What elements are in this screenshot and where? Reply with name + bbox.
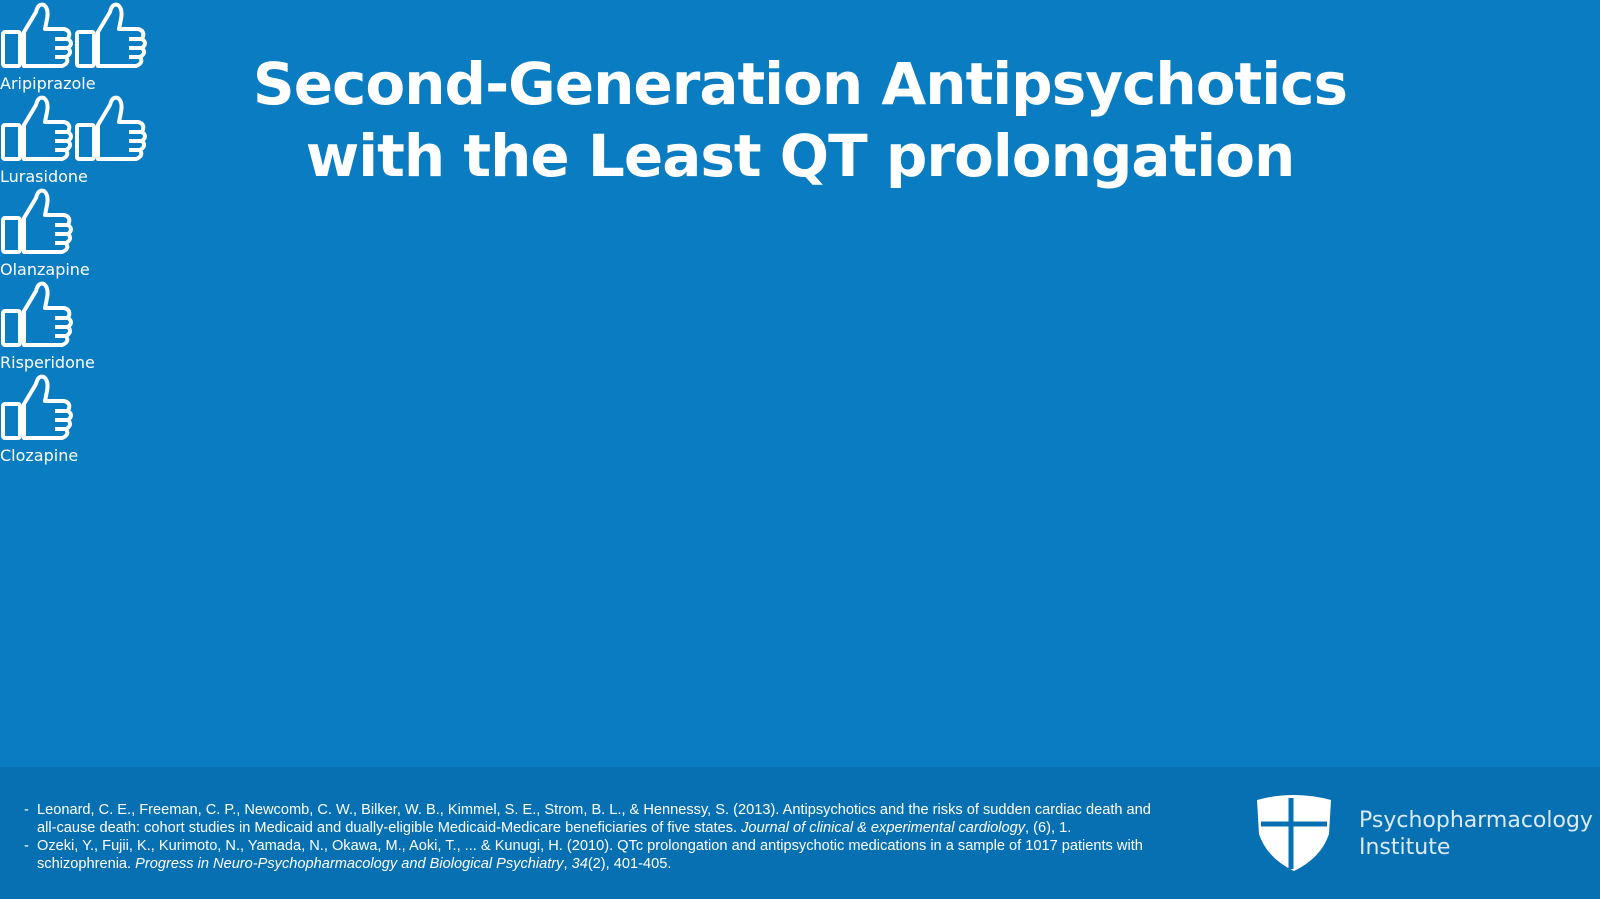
thumbs-up-shape	[3, 191, 71, 252]
reference-text: ,	[563, 856, 572, 872]
reference-text: Leonard, C. E., Freeman, C. P., Newcomb,…	[36, 802, 1151, 836]
title: Second-Generation Antipsychotics with th…	[0, 48, 1600, 192]
logo-icon	[1257, 795, 1331, 871]
drug-name: Risperidone	[0, 353, 95, 372]
drug-name: Clozapine	[0, 446, 79, 465]
thumbs-up-shape	[3, 284, 71, 345]
reference-text: , (6), 1.	[1025, 820, 1072, 836]
thumbs-up-shape	[77, 5, 145, 66]
thumbs-up-icon	[0, 372, 74, 442]
reference: - Ozeki, Y., Fujii, K., Kurimoto, N., Ya…	[24, 838, 1143, 872]
logo-text: Psychopharmacology Institute	[1359, 807, 1593, 861]
thumbs-up-icon	[74, 0, 148, 70]
reference-text: Journal of clinical & experimental cardi…	[741, 820, 1026, 836]
reference-text: Ozeki, Y., Fujii, K., Kurimoto, N., Yama…	[36, 838, 1143, 872]
drug-row: Aripiprazole	[0, 0, 148, 93]
drug-row: Risperidone	[0, 279, 148, 372]
thumbs-up-icon	[0, 93, 74, 163]
reference-text: Progress in Neuro-Psychopharmacology and…	[135, 856, 564, 872]
thumbs-up-icon	[0, 0, 74, 70]
thumbs-up-shape	[3, 98, 71, 159]
logo-line: Institute	[1359, 835, 1451, 860]
drug-name: Lurasidone	[0, 167, 88, 186]
reference: - Leonard, C. E., Freeman, C. P., Newcom…	[24, 802, 1151, 836]
reference-text: 34	[571, 856, 588, 872]
thumbs-up-icon	[0, 279, 74, 349]
title-line: Second-Generation Antipsychotics	[252, 50, 1348, 118]
reference-text: (2), 401-405.	[587, 856, 672, 872]
drug-row: Lurasidone	[0, 93, 148, 186]
drug-list: Aripiprazole Lurasidone Olanzapine Risperid…	[0, 0, 148, 465]
logo-line: Psychopharmacology	[1359, 808, 1593, 833]
drug-row: Olanzapine	[0, 186, 148, 279]
thumbs-up-icon	[74, 93, 148, 163]
drug-name: Aripiprazole	[0, 74, 96, 93]
thumbs-up-shape	[77, 98, 145, 159]
footer: - Leonard, C. E., Freeman, C. P., Newcom…	[0, 767, 1600, 899]
drug-row: Clozapine	[0, 372, 148, 465]
title-line: with the Least QT prolongation	[305, 122, 1296, 190]
thumbs-up-shape	[3, 377, 71, 438]
thumbs-up-shape	[3, 5, 71, 66]
thumbs-up-icon	[0, 186, 74, 256]
drug-name: Olanzapine	[0, 260, 90, 279]
references: - Leonard, C. E., Freeman, C. P., Newcom…	[24, 801, 1164, 873]
